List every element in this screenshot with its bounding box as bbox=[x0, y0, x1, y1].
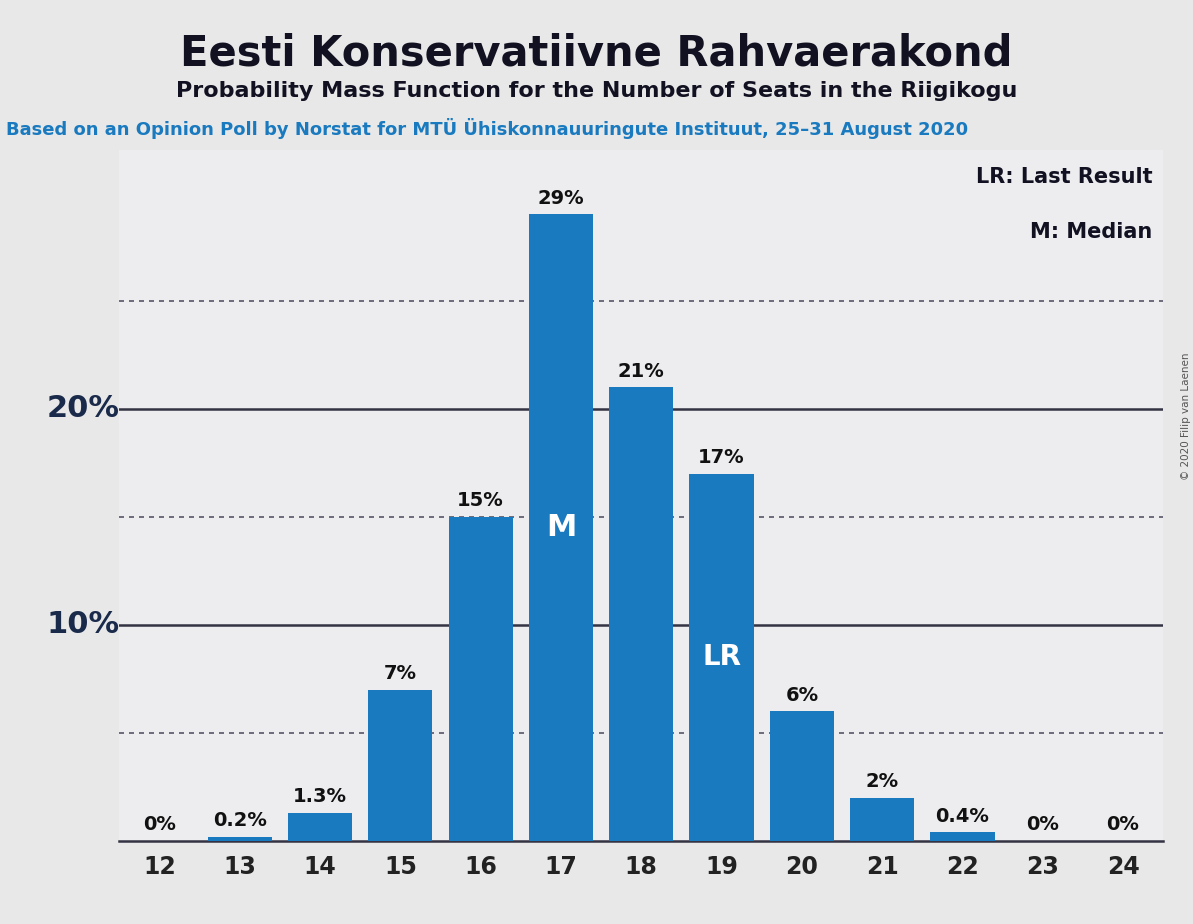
Bar bbox=[528, 214, 593, 841]
Text: 0.4%: 0.4% bbox=[935, 807, 989, 826]
Text: © 2020 Filip van Laenen: © 2020 Filip van Laenen bbox=[1181, 352, 1191, 480]
Text: M: Median: M: Median bbox=[1031, 223, 1152, 242]
Text: 20%: 20% bbox=[47, 395, 119, 423]
Text: 6%: 6% bbox=[785, 686, 818, 705]
Text: Based on an Opinion Poll by Norstat for MTÜ Ühiskonnauuringute Instituut, 25–31 : Based on an Opinion Poll by Norstat for … bbox=[6, 118, 968, 140]
Bar bbox=[610, 387, 673, 841]
Text: 15%: 15% bbox=[457, 492, 503, 510]
Text: 1.3%: 1.3% bbox=[293, 787, 347, 807]
Text: 29%: 29% bbox=[538, 189, 585, 208]
Text: M: M bbox=[545, 513, 576, 542]
Text: 10%: 10% bbox=[47, 611, 119, 639]
Bar bbox=[369, 689, 433, 841]
Bar bbox=[449, 517, 513, 841]
Text: 21%: 21% bbox=[618, 362, 665, 381]
Text: Probability Mass Function for the Number of Seats in the Riigikogu: Probability Mass Function for the Number… bbox=[175, 81, 1018, 102]
Bar bbox=[931, 833, 995, 841]
Text: Eesti Konservatiivne Rahvaerakond: Eesti Konservatiivne Rahvaerakond bbox=[180, 32, 1013, 74]
Text: 0.2%: 0.2% bbox=[212, 811, 267, 830]
Text: 17%: 17% bbox=[698, 448, 744, 468]
Text: 0%: 0% bbox=[1026, 815, 1059, 834]
Text: 0%: 0% bbox=[143, 815, 175, 834]
Text: LR: Last Result: LR: Last Result bbox=[976, 167, 1152, 187]
Bar bbox=[288, 813, 352, 841]
Bar bbox=[851, 797, 914, 841]
Bar bbox=[208, 836, 272, 841]
Bar bbox=[690, 474, 754, 841]
Text: 0%: 0% bbox=[1107, 815, 1139, 834]
Text: LR: LR bbox=[701, 643, 741, 671]
Text: 2%: 2% bbox=[866, 772, 898, 791]
Bar bbox=[769, 711, 834, 841]
Text: 7%: 7% bbox=[384, 664, 416, 683]
